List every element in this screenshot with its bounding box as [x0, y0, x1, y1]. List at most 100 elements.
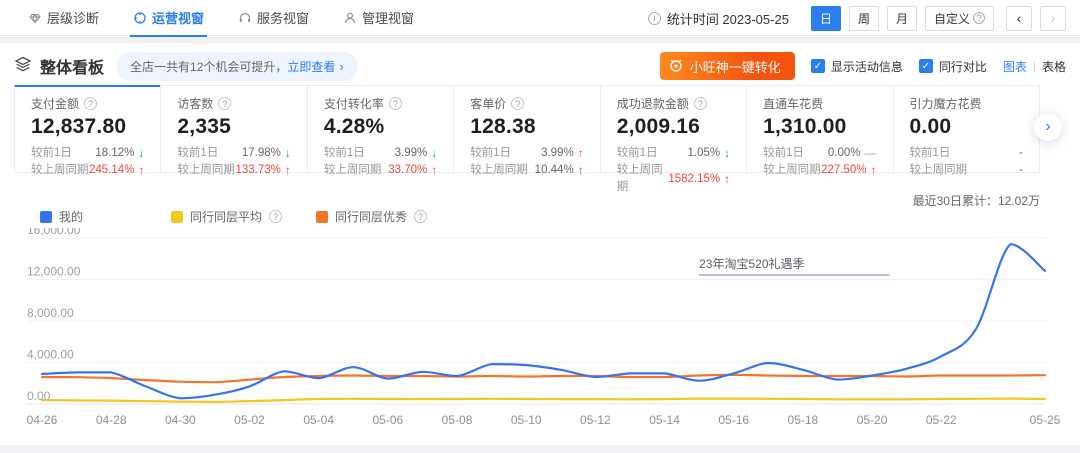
legend-swatch-icon	[171, 210, 184, 223]
help-icon[interactable]: ?	[269, 210, 283, 223]
checkbox-checked-icon[interactable]: ✓	[810, 59, 825, 73]
arrow-down-icon: ↓	[138, 146, 145, 160]
compare-value: 10.44%	[534, 164, 574, 176]
tab-operation-view[interactable]: 运营视窗	[130, 0, 208, 37]
x-axis-tick: 05-14	[649, 413, 680, 427]
help-icon[interactable]: ?	[84, 97, 98, 110]
metric-compare-row: 较前1日 -	[910, 145, 1023, 162]
metric-compare-row: 较上周同期 1582.15% ↑	[617, 162, 730, 196]
period-week-button[interactable]: 周	[848, 5, 879, 31]
metric-compare-row: 较上周同期 133.73% ↑	[177, 162, 290, 179]
help-icon[interactable]: ?	[414, 210, 428, 223]
opportunity-link[interactable]: 立即查看	[287, 59, 336, 74]
metric-compare-row: 较前1日 18.12% ↓	[31, 145, 144, 162]
view-chart-toggle[interactable]: 图表	[1002, 59, 1027, 74]
top-nav: 层级诊断 运营视窗 服务视窗 管理视窗 i 统计时间 2023-05-25	[0, 0, 1080, 37]
next-date-button[interactable]: ›	[1040, 5, 1066, 31]
wangshen-convert-button[interactable]: 小旺神一键转化	[659, 52, 795, 80]
series-line-同行同层优秀	[40, 373, 1047, 384]
compare-value: 33.70%	[388, 164, 428, 176]
cards-next-button[interactable]: ›	[1034, 113, 1062, 141]
metric-name: 访客数	[177, 97, 214, 111]
metric-compare-row: 较上周同期 227.50% ↑	[763, 162, 876, 179]
arrow-up-icon: ↑	[724, 171, 731, 186]
legend-item-2[interactable]: 同行同层优秀?	[316, 208, 428, 225]
x-axis-tick: 05-20	[857, 413, 888, 427]
metric-name: 直通车花费	[763, 97, 824, 111]
chart-annotation: 23年淘宝520礼遇季	[699, 256, 804, 271]
opportunity-text: 全店一共有12个机会可提升，	[130, 59, 288, 74]
help-icon: ?	[973, 12, 985, 24]
stat-time-label: 统计时间 2023-05-25	[666, 11, 789, 27]
help-icon[interactable]: ?	[693, 97, 707, 110]
metric-card-6[interactable]: 引力魔方花费 0.00 较前1日 - 较上周同期 -	[892, 85, 1040, 176]
metric-value: 2,009.16	[616, 115, 701, 138]
metric-compare-row: 较前1日 3.99% ↑	[470, 145, 583, 162]
compare-label: 较上周同期	[323, 164, 382, 176]
metric-name: 支付转化率	[323, 97, 384, 111]
help-icon[interactable]: ?	[388, 97, 402, 110]
metric-cards: 支付金额? 12,837.80 较前1日 18.12% ↓ 较上周同期 245.14% ↑ 访客…	[14, 85, 1040, 193]
metric-card-2[interactable]: 支付转化率? 4.28% 较前1日 3.99% ↓ 较上周同期 33.70% ↑	[306, 85, 455, 177]
checkbox-show-activity[interactable]: ✓ 显示活动信息	[810, 58, 903, 75]
metric-value: 2,335	[177, 115, 231, 138]
compare-label: 较前1日	[470, 147, 512, 159]
compare-value: 133.73%	[235, 164, 281, 176]
divider: |	[1032, 59, 1036, 73]
compare-value: -	[1019, 147, 1023, 159]
chart-legend: 我的 同行同层平均? 同行同层优秀?	[40, 208, 461, 225]
tab-label: 服务视窗	[257, 11, 310, 26]
legend-swatch-icon	[316, 210, 329, 223]
tab-label: 运营视窗	[152, 11, 205, 26]
tab-level-diagnosis[interactable]: 层级诊断	[28, 0, 99, 36]
checkbox-checked-icon[interactable]: ✓	[918, 59, 933, 73]
legend-label: 同行同层优秀	[335, 210, 408, 224]
headset-icon	[238, 11, 252, 25]
period-month-button[interactable]: 月	[886, 5, 917, 31]
tab-label: 层级诊断	[47, 11, 100, 26]
opportunity-banner[interactable]: 全店一共有12个机会可提升， 立即查看 ›	[116, 51, 358, 81]
tab-label: 管理视窗	[362, 11, 415, 26]
x-axis-tick: 05-02	[234, 413, 265, 427]
period-custom-button[interactable]: 自定义 ?	[924, 5, 994, 31]
compare-value: 1582.15%	[668, 172, 721, 185]
tab-service-view[interactable]: 服务视窗	[238, 0, 309, 36]
compare-value: 3.99%	[394, 147, 428, 159]
board-header-right: 小旺神一键转化 ✓ 显示活动信息 ✓ 同行对比 图表 | 表格	[659, 52, 1066, 80]
x-axis-tick: 05-16	[718, 413, 749, 427]
metric-card-1[interactable]: 访客数? 2,335 较前1日 17.98% ↓ 较上周同期 133.73% ↑	[160, 85, 308, 177]
compare-label: 较前1日	[616, 147, 658, 159]
trend-chart-svg[interactable]: 16,000.0012,000.008,000.004,000.000.0004…	[14, 223, 1061, 432]
compare-label: 较上周同期	[177, 164, 235, 176]
compare-label: 较前1日	[177, 147, 219, 159]
legend-swatch-icon	[40, 210, 52, 223]
compare-value: 1.05%	[687, 147, 721, 159]
period-day-button[interactable]: 日	[810, 5, 841, 31]
metric-compare-row: 较前1日 0.00% —	[763, 145, 876, 162]
prev-date-button[interactable]: ‹	[1006, 5, 1032, 31]
chevron-right-icon: ›	[339, 58, 344, 74]
metric-name: 成功退款金额	[616, 97, 689, 111]
compare-label: 较上周同期	[909, 164, 968, 176]
metric-name: 客单价	[470, 97, 507, 111]
metric-card-4[interactable]: 成功退款金额? 2,009.16 较前1日 1.05% ↓ 较上周同期 1582.15% ↑	[599, 85, 748, 193]
help-icon[interactable]: ?	[511, 97, 525, 110]
help-icon[interactable]: ?	[218, 97, 232, 110]
metric-card-3[interactable]: 客单价? 128.38 较前1日 3.99% ↑ 较上周同期 10.44% ↑	[453, 85, 601, 177]
y-axis-tick: 12,000.00	[27, 265, 81, 279]
trend-chart[interactable]: 16,000.00 12,000.00 8,000.00 4,000.00 0.00 04…	[14, 223, 1061, 432]
arrow-up-icon: ↑	[138, 163, 145, 177]
x-axis-tick: 04-26	[27, 413, 58, 427]
checkbox-peer-compare[interactable]: ✓ 同行对比	[918, 58, 987, 75]
view-table-toggle[interactable]: 表格	[1041, 59, 1066, 74]
legend-item-1[interactable]: 同行同层平均?	[171, 208, 283, 225]
metric-card-5[interactable]: 直通车花费 1,310.00 较前1日 0.00% — 较上周同期 227.50% ↑	[746, 85, 894, 177]
board-header: 整体看板 全店一共有12个机会可提升， 立即查看 › 小旺神一键转化 ✓ 显示活…	[14, 50, 1066, 82]
y-axis-tick: 8,000.00	[27, 306, 74, 320]
tab-manage-view[interactable]: 管理视窗	[343, 0, 414, 36]
compare-label: 较前1日	[909, 147, 951, 159]
metric-card-0[interactable]: 支付金额? 12,837.80 较前1日 18.12% ↓ 较上周同期 245.14% ↑	[14, 85, 162, 177]
y-axis-tick: 16,000.00	[27, 228, 81, 237]
legend-item-0[interactable]: 我的	[40, 208, 83, 225]
